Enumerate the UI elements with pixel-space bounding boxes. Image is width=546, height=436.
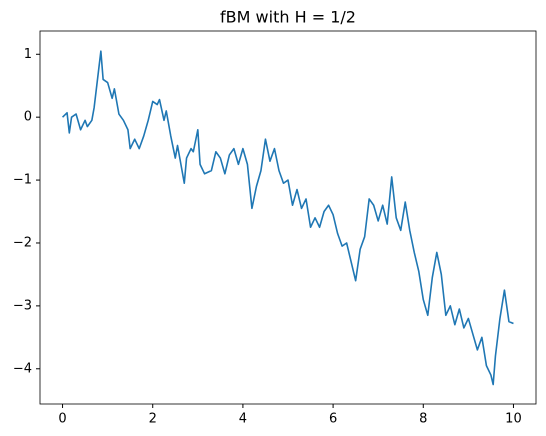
x-tick-label: 6 — [329, 412, 337, 427]
y-tick-label: −2 — [13, 235, 32, 250]
y-tick-label: 0 — [24, 110, 32, 125]
chart-title: fBM with H = 1/2 — [220, 8, 356, 27]
y-tick-label: −4 — [13, 361, 32, 376]
x-tick-label: 4 — [239, 412, 247, 427]
axes-frame — [39, 30, 537, 405]
y-tick-label: 1 — [24, 47, 32, 62]
y-tick-label: −1 — [13, 173, 32, 188]
x-tick-label: 8 — [419, 412, 427, 427]
x-tick-label: 2 — [149, 412, 157, 427]
line — [61, 50, 514, 386]
y-tick-label: −3 — [13, 298, 32, 313]
x-tick-label: 10 — [505, 412, 522, 427]
x-tick-label: 0 — [58, 412, 66, 427]
